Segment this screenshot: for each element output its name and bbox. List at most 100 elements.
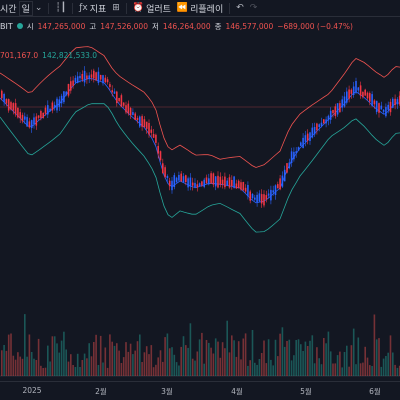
candle-body — [254, 197, 256, 200]
volume-bar — [122, 357, 125, 376]
candle-body — [173, 175, 176, 187]
volume-bar — [221, 342, 224, 376]
candle-body — [359, 85, 362, 96]
candle-body — [33, 117, 35, 125]
candle-body — [40, 111, 42, 118]
volume-bar — [19, 356, 21, 376]
candle-body — [118, 98, 120, 102]
candle-body — [235, 183, 238, 189]
interval-value[interactable]: 일 — [18, 0, 33, 16]
candle-body — [212, 173, 215, 185]
candle-body — [198, 183, 201, 187]
volume-bar — [5, 350, 8, 376]
candle-body — [63, 91, 65, 103]
volume-bar — [47, 345, 49, 376]
volume-bar — [336, 355, 339, 376]
redo-button[interactable]: ↷ — [250, 3, 258, 13]
volume-bar — [86, 358, 88, 376]
candle-body — [97, 71, 100, 83]
volume-bar — [157, 357, 159, 376]
candle-body — [260, 194, 263, 204]
candle-body — [205, 177, 208, 184]
volume-bar — [30, 352, 33, 376]
volume-bar — [42, 368, 44, 376]
volume-bar — [187, 347, 189, 376]
candle-body — [247, 185, 249, 197]
candle-body — [309, 132, 311, 141]
volume-bar — [97, 365, 100, 376]
volume-bar — [380, 366, 383, 376]
candle-body — [380, 105, 383, 110]
candle-body — [134, 113, 136, 120]
volume-bar — [258, 359, 261, 376]
candle-body — [60, 95, 63, 104]
candle-body — [109, 84, 111, 87]
volume-bar — [270, 359, 272, 376]
volume-bar — [237, 341, 240, 376]
volume-bar — [201, 332, 203, 376]
indicators-button[interactable]: ƒx 지표 — [79, 2, 106, 15]
candle-body — [28, 121, 31, 128]
volume-bar — [93, 342, 95, 376]
candle-body — [12, 103, 15, 111]
candle-body — [263, 194, 265, 206]
alert-button[interactable]: ⏰ 얼러트 — [133, 2, 171, 15]
volume-bar — [83, 353, 86, 376]
symbol-name[interactable]: BIT — [0, 21, 13, 31]
volume-bar — [260, 353, 263, 376]
volume-bar — [17, 352, 19, 376]
candle-body — [53, 104, 56, 109]
volume-bar — [350, 345, 353, 376]
candle-body — [237, 180, 240, 189]
replay-button[interactable]: ⏪ 리플레이 — [177, 2, 223, 15]
volume-bar — [378, 338, 380, 376]
grid-icon: ⊞ — [112, 3, 120, 13]
volume-bar — [171, 347, 173, 376]
volume-bar — [212, 353, 215, 376]
undo-button[interactable]: ↶ — [236, 3, 244, 13]
volume-bar — [394, 364, 396, 376]
ohlc-legend: BIT 시 147,265,000 고 147,526,000 저 146,26… — [0, 20, 353, 32]
volume-bar — [51, 336, 54, 376]
chevron-down-icon[interactable]: ⌄ — [34, 3, 43, 13]
candle-body — [14, 103, 17, 115]
time-axis[interactable]: 2025 2월 3월 4월 5월 6월 — [0, 381, 400, 400]
candle-body — [74, 77, 77, 83]
candle-body — [175, 177, 178, 183]
redo-icon: ↷ — [249, 3, 258, 13]
volume-bar — [226, 320, 228, 376]
volume-bar — [76, 353, 79, 376]
candle-body — [327, 115, 330, 121]
candle-body — [362, 92, 364, 98]
candle-body — [272, 190, 274, 193]
volume-bar — [265, 363, 268, 376]
candle-body — [382, 109, 385, 112]
candle-body — [394, 98, 396, 106]
volume-bar — [327, 331, 330, 376]
chart-type-button[interactable]: ┆┃ — [55, 3, 66, 13]
candle-body — [336, 103, 339, 115]
candle-body — [194, 182, 196, 188]
interval-selector[interactable]: 시간 일 ⌄ — [0, 0, 43, 16]
volume-bar — [3, 345, 5, 376]
layout-button[interactable]: ⊞ — [112, 3, 120, 13]
volume-bar — [231, 335, 233, 376]
volume-bar — [339, 351, 341, 376]
candle-body — [166, 176, 169, 178]
volume-bar — [300, 344, 302, 376]
volume-bar — [14, 359, 17, 376]
candle-body — [369, 93, 371, 102]
candle-body — [332, 110, 334, 114]
volume-bar — [134, 350, 136, 376]
volume-bar — [362, 362, 364, 376]
volume-bar — [251, 330, 254, 376]
open-value: 147,265,000 — [37, 21, 86, 31]
volume-bar — [143, 352, 146, 376]
candle-body — [187, 178, 189, 188]
volume-bar — [28, 334, 31, 376]
volume-bar — [44, 367, 47, 376]
volume-bar — [302, 351, 304, 376]
volume-bar — [288, 339, 291, 376]
x-tick-label: 4월 — [231, 387, 243, 396]
